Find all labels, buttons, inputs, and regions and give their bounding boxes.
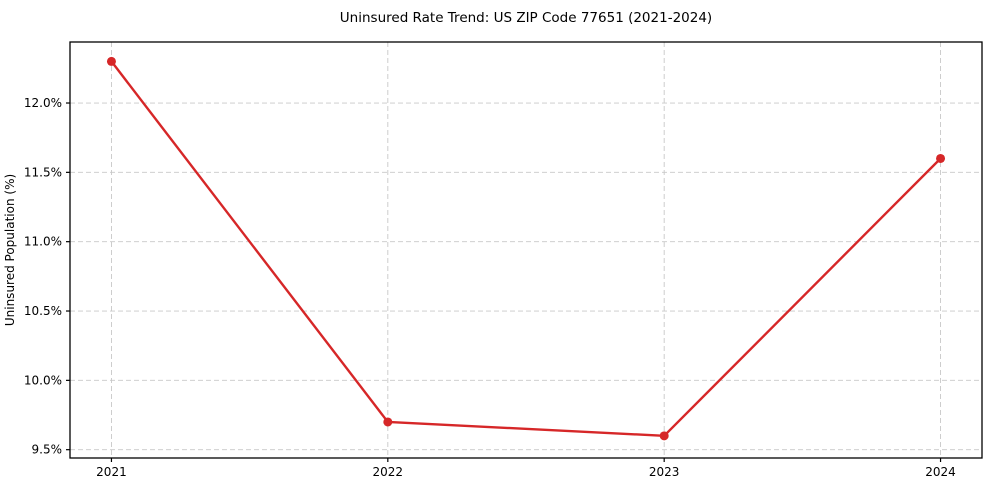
data-point <box>106 56 116 66</box>
y-tick-label: 11.5% <box>24 165 62 179</box>
plot-border <box>69 41 983 459</box>
plot-area: 9.5% 10.0% 10.5% 11.0% 11.5% 12.0% 2021 2022 202… <box>24 41 983 479</box>
y-axis-label: Uninsured Population (%) <box>3 174 17 326</box>
x-tick-label: 2021 <box>96 465 127 479</box>
y-tick-label: 11.0% <box>24 235 62 249</box>
data-point <box>383 417 393 427</box>
data-point <box>659 431 669 441</box>
x-tick-label: 2022 <box>373 465 404 479</box>
x-tick-label: 2024 <box>925 465 956 479</box>
chart-title: Uninsured Rate Trend: US ZIP Code 77651 … <box>340 10 712 26</box>
trend-line <box>110 60 942 438</box>
x-tick-label: 2023 <box>649 465 680 479</box>
data-point <box>936 153 946 163</box>
y-tick-label: 10.5% <box>24 304 62 318</box>
y-tick-label: 10.0% <box>24 373 62 387</box>
y-tick-label: 9.5% <box>32 443 63 457</box>
y-tick-label: 12.0% <box>24 96 62 110</box>
